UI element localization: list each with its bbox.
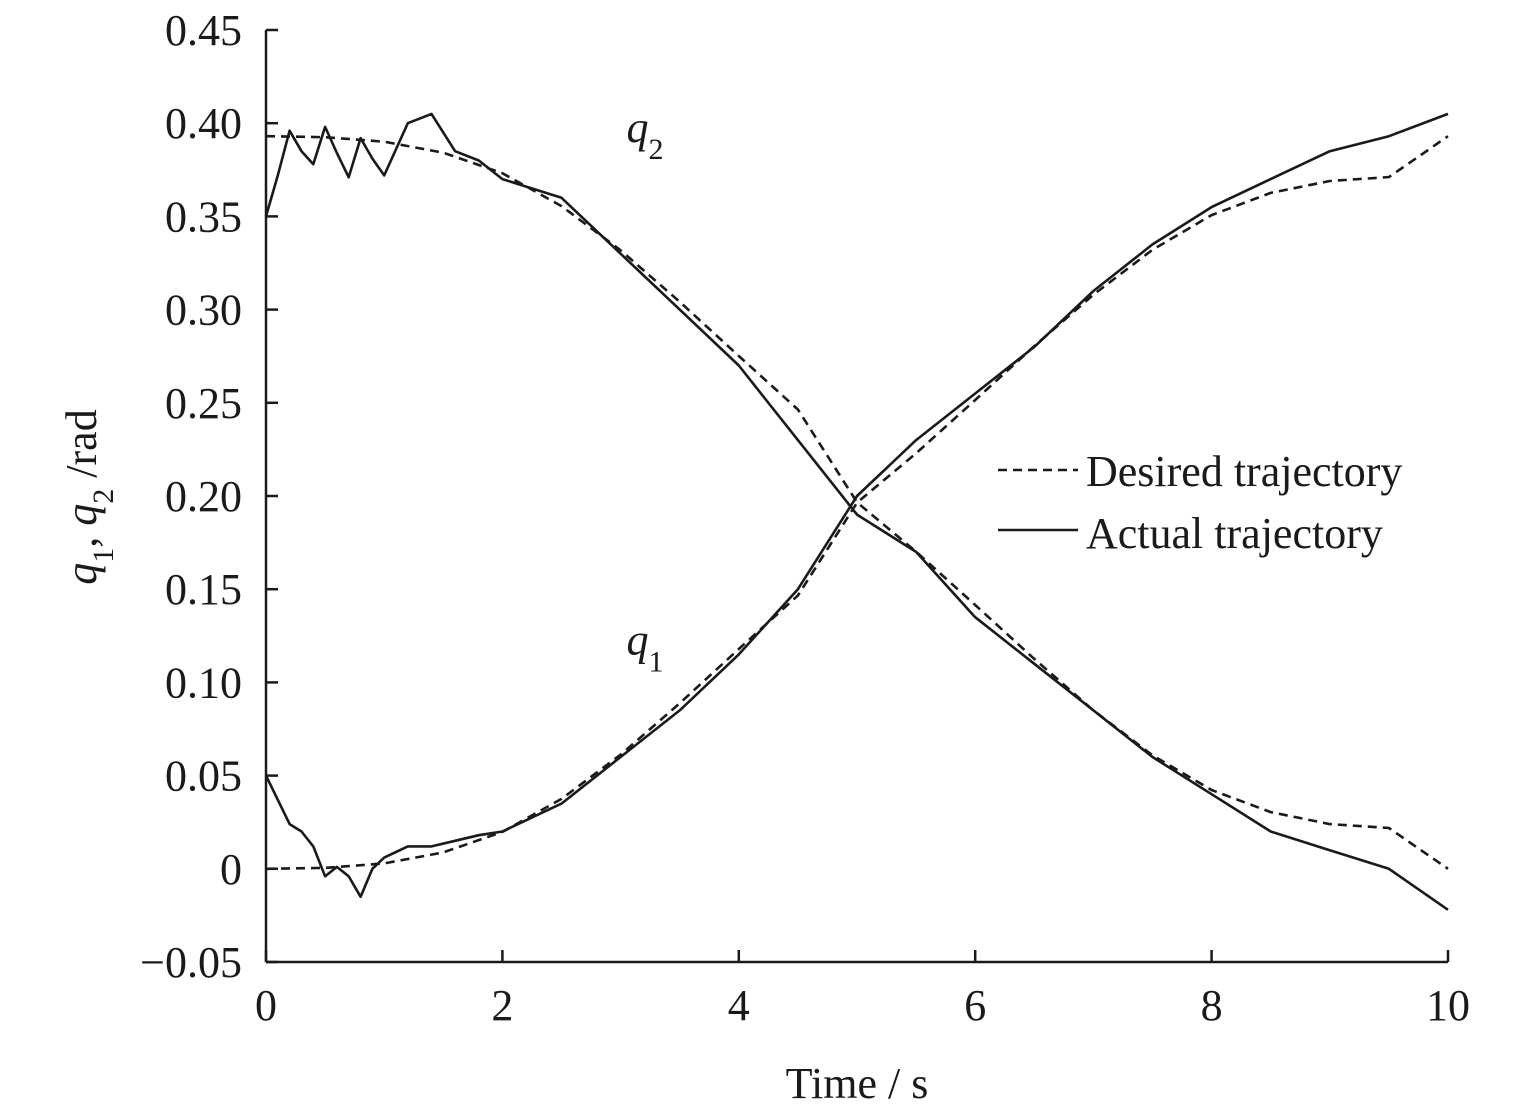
series-label-q1: q1 — [627, 615, 664, 678]
legend: Desired trajectory Actual trajectory — [998, 447, 1402, 558]
x-tick-label: 4 — [728, 981, 750, 1030]
y-tick-label: 0.25 — [165, 379, 242, 428]
x-tick-label: 10 — [1426, 981, 1470, 1030]
y-title-sub1: 1 — [87, 548, 120, 563]
x-tick-label: 0 — [255, 981, 277, 1030]
y-tick-label: 0.05 — [165, 752, 242, 801]
series-label-letter: q — [627, 103, 649, 152]
legend-label-actual: Actual trajectory — [1086, 509, 1383, 558]
series-label-q2: q2 — [627, 103, 664, 166]
x-tick-label: 2 — [491, 981, 513, 1030]
y-axis-title: q1, q2 /rad — [57, 409, 120, 584]
y-tick-label: 0 — [220, 845, 242, 894]
series-label-subscript: 1 — [649, 645, 664, 678]
actual-q1-line — [264, 112, 1449, 899]
y-tick-label: 0.10 — [165, 658, 242, 707]
desired-q1-line — [265, 135, 1449, 871]
y-tick-label: 0.35 — [165, 192, 242, 241]
y-tick-label: 0.40 — [165, 99, 242, 148]
series-label-letter: q — [627, 615, 649, 664]
legend-label-desired: Desired trajectory — [1086, 447, 1402, 496]
y-tick-label: 0.20 — [165, 472, 242, 521]
desired-q2-line — [265, 134, 1449, 870]
x-tick-label: 8 — [1201, 981, 1223, 1030]
x-tick-label: 6 — [964, 981, 986, 1030]
y-tick-label: 0.45 — [165, 6, 242, 55]
y-title-sub2: 2 — [87, 489, 120, 504]
actual-q2-line — [264, 112, 1449, 911]
y-tick-label: 0.15 — [165, 565, 242, 614]
y-tick-label: −0.05 — [140, 938, 242, 987]
y-title-sep: , — [57, 526, 106, 548]
x-axis-title: Time / s — [786, 1059, 929, 1108]
y-title-q2: q — [57, 504, 106, 526]
ticks: −0.05 0 0.05 0.10 0.15 0.20 0.25 0.30 0.35 0.40 0.… — [140, 6, 1470, 1030]
y-tick-label: 0.30 — [165, 286, 242, 335]
y-title-unit: /rad — [57, 409, 106, 488]
series-label-subscript: 2 — [649, 132, 664, 165]
plot-lines — [264, 112, 1449, 911]
y-title-q1: q — [57, 563, 106, 585]
